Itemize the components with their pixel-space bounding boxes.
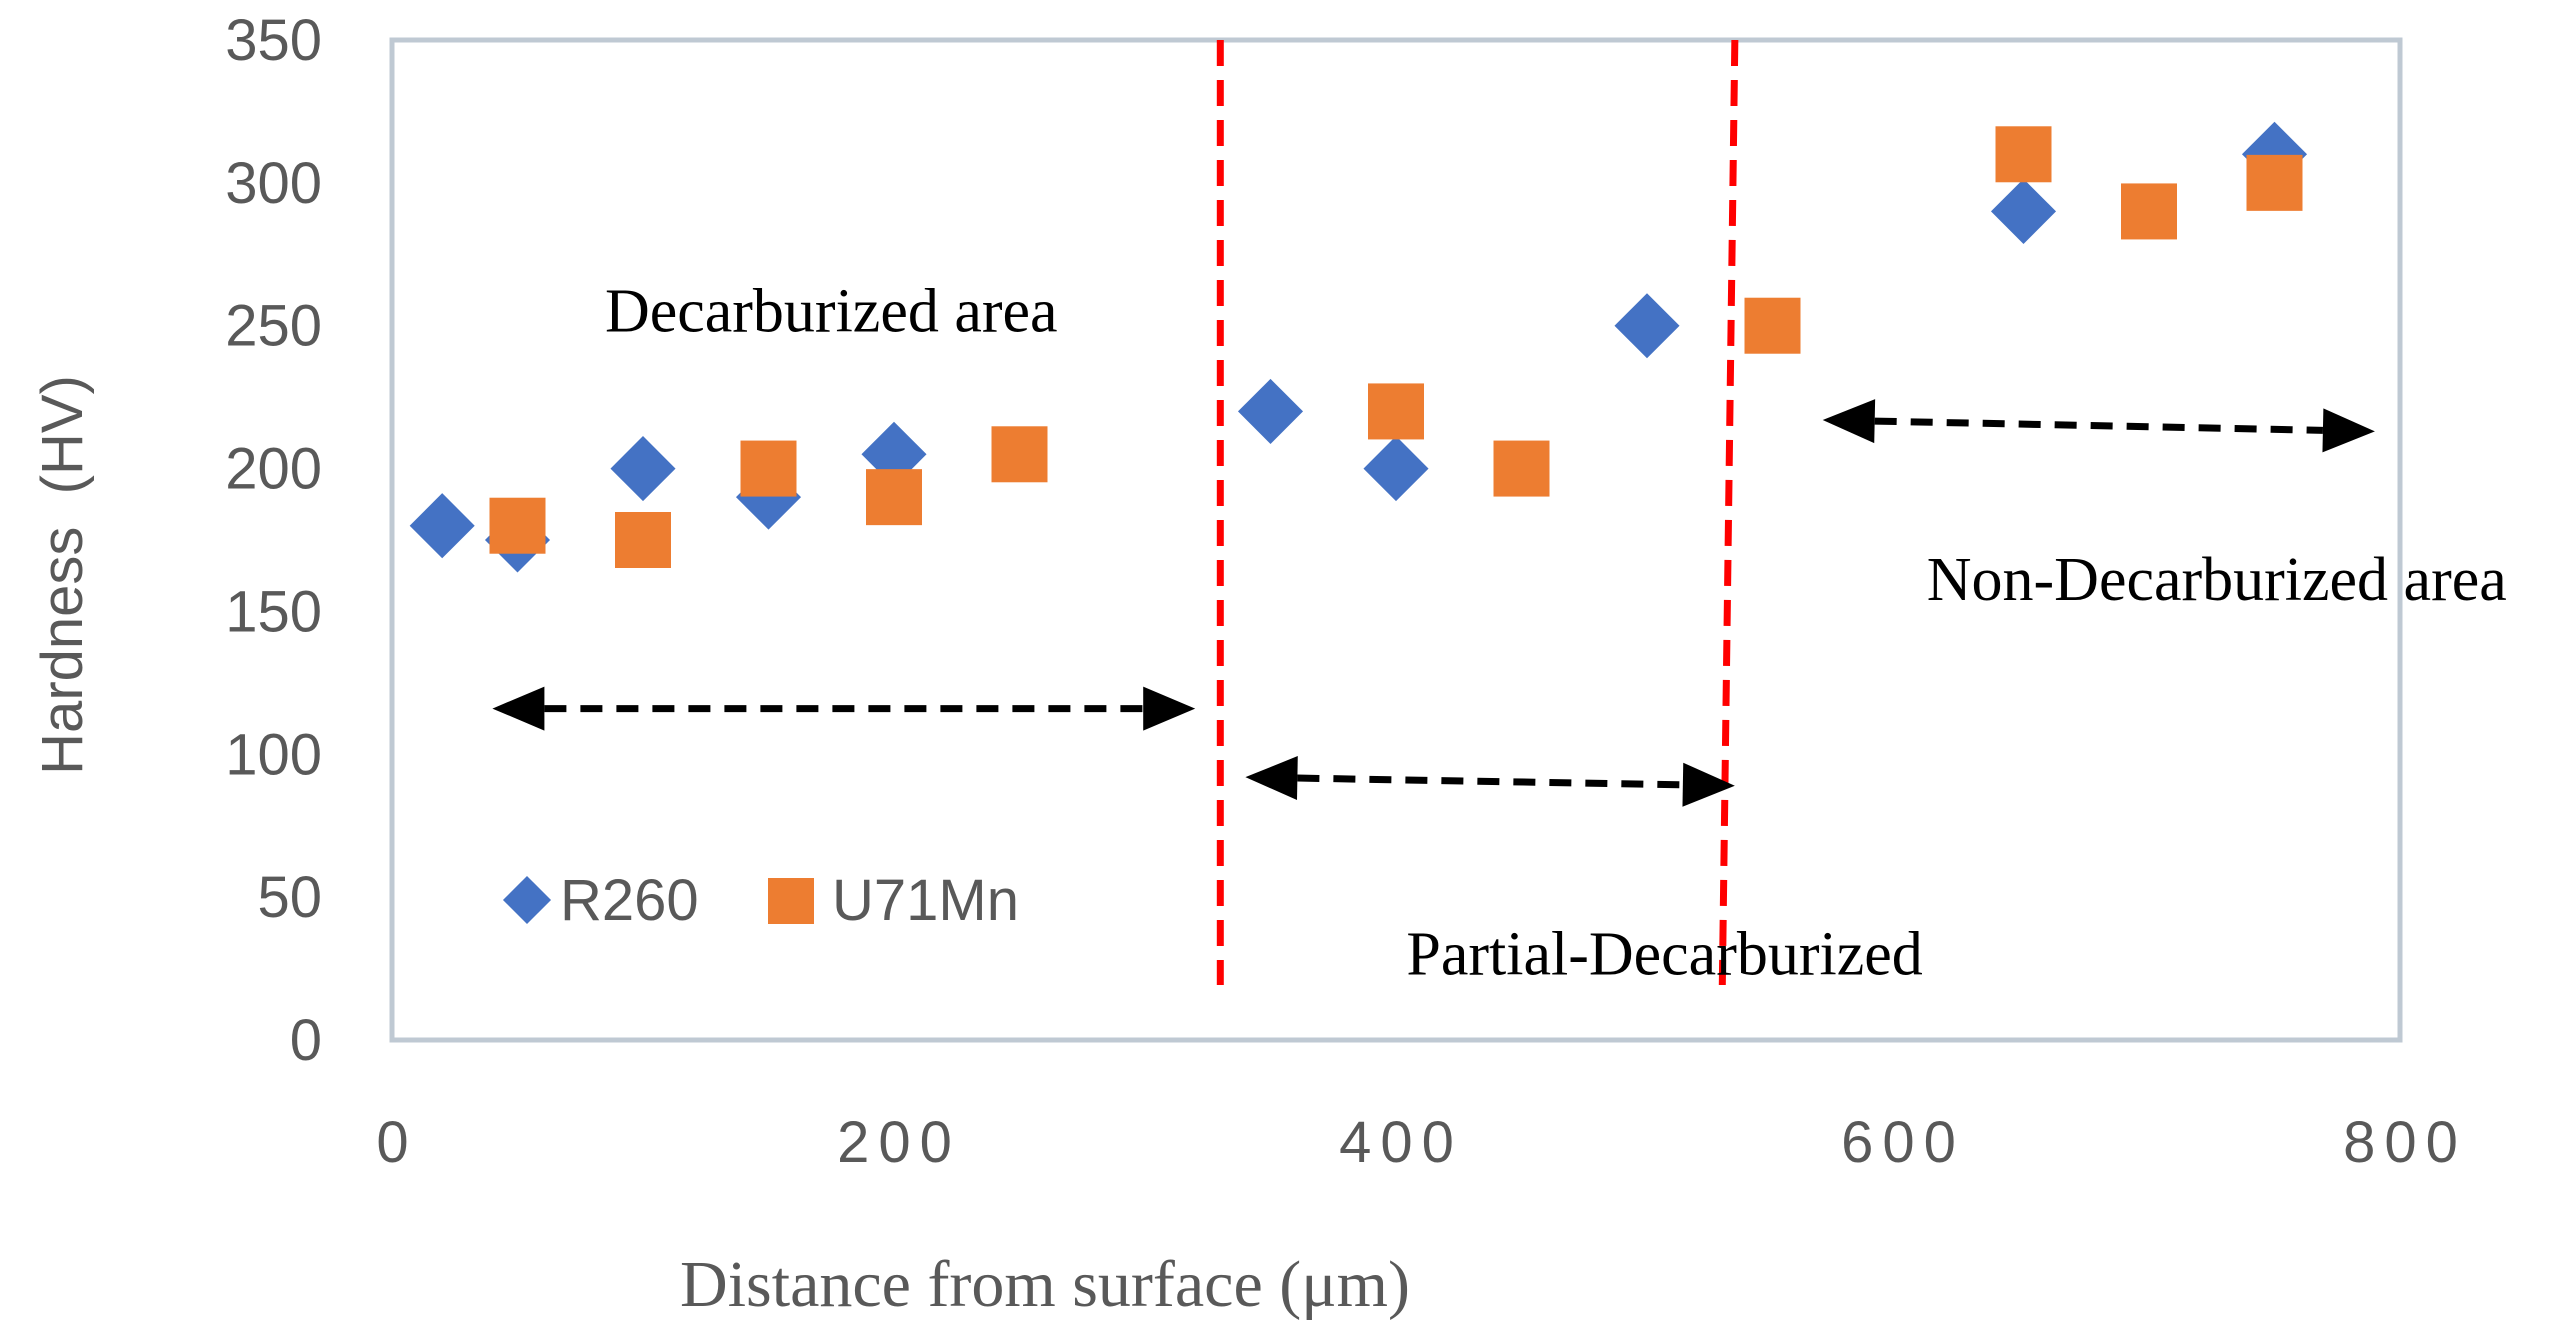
u71mn-point bbox=[991, 426, 1048, 483]
u71mn-point bbox=[866, 469, 922, 526]
u71mn-point bbox=[2121, 183, 2177, 240]
u71mn-point bbox=[489, 497, 546, 554]
arrowhead-right bbox=[1143, 686, 1196, 731]
x-tick-label: 800 bbox=[2343, 1110, 2467, 1175]
ticks-layer: 0 50 100 150 200 250 300 350 0 200 400 600 800 bbox=[225, 8, 2467, 1175]
u71mn-point bbox=[1368, 383, 1424, 440]
boundary-line bbox=[1718, 39, 1739, 986]
u71mn-point bbox=[615, 512, 671, 568]
r260-point bbox=[1990, 178, 2057, 244]
boundaries-layer bbox=[1216, 39, 1739, 986]
r260-point bbox=[1363, 436, 1429, 502]
y-tick-label: 200 bbox=[225, 437, 322, 502]
range-arrow-shaft bbox=[1874, 417, 2323, 434]
u71mn-point bbox=[740, 440, 797, 497]
region-annotation: Decarburized area bbox=[605, 277, 1058, 345]
arrowhead-left bbox=[1822, 399, 1876, 444]
y-tick-label: 250 bbox=[225, 294, 322, 359]
plot-area-border bbox=[389, 37, 2403, 1043]
x-tick-label: 600 bbox=[1841, 1110, 1965, 1175]
y-tick-label: 150 bbox=[225, 579, 322, 644]
u71mn-point bbox=[1995, 126, 2052, 183]
region-annotation: Non-Decarburized area bbox=[1927, 546, 2507, 614]
arrowhead-right bbox=[1682, 762, 1735, 807]
points-layer bbox=[409, 121, 2308, 573]
range-arrow bbox=[492, 686, 1196, 731]
arrowhead-left bbox=[1245, 756, 1298, 801]
range-arrow bbox=[1822, 399, 2375, 453]
r260-point bbox=[1614, 293, 1680, 359]
r260-point bbox=[1237, 378, 1304, 444]
y-tick-label: 0 bbox=[290, 1008, 322, 1073]
range-arrow bbox=[1245, 756, 1735, 807]
legend-r260-marker bbox=[502, 875, 552, 925]
x-axis-title: Distance from surface (μm) bbox=[680, 1248, 1410, 1321]
u71mn-point bbox=[1493, 440, 1550, 497]
annotations-layer: Decarburized area Partial-Decarburized Non… bbox=[605, 277, 2507, 988]
x-tick-label: 200 bbox=[837, 1110, 961, 1175]
x-tick-label: 400 bbox=[1339, 1110, 1463, 1175]
arrowhead-left bbox=[492, 686, 545, 731]
u71mn-point bbox=[1744, 297, 1801, 354]
u71mn-point bbox=[2246, 154, 2303, 211]
legend-r260-label: R260 bbox=[560, 868, 699, 933]
range-arrow-shaft bbox=[1297, 774, 1683, 789]
arrowhead-right bbox=[2322, 408, 2375, 453]
region-annotation: Partial-Decarburized bbox=[1406, 920, 1922, 988]
y-tick-label: 350 bbox=[225, 8, 322, 73]
y-tick-label: 300 bbox=[225, 151, 322, 216]
x-tick-label: 0 bbox=[376, 1110, 417, 1175]
legend-u71mn-label: U71Mn bbox=[832, 868, 1019, 933]
arrows-layer bbox=[492, 399, 2375, 807]
legend-u71mn-marker bbox=[768, 878, 814, 924]
legend: R260 U71Mn bbox=[502, 868, 1019, 933]
y-axis-title: Hardness (HV) bbox=[30, 375, 95, 775]
y-tick-label: 100 bbox=[225, 722, 322, 787]
r260-point bbox=[610, 436, 676, 502]
y-tick-label: 50 bbox=[257, 865, 322, 930]
r260-point bbox=[409, 493, 475, 559]
